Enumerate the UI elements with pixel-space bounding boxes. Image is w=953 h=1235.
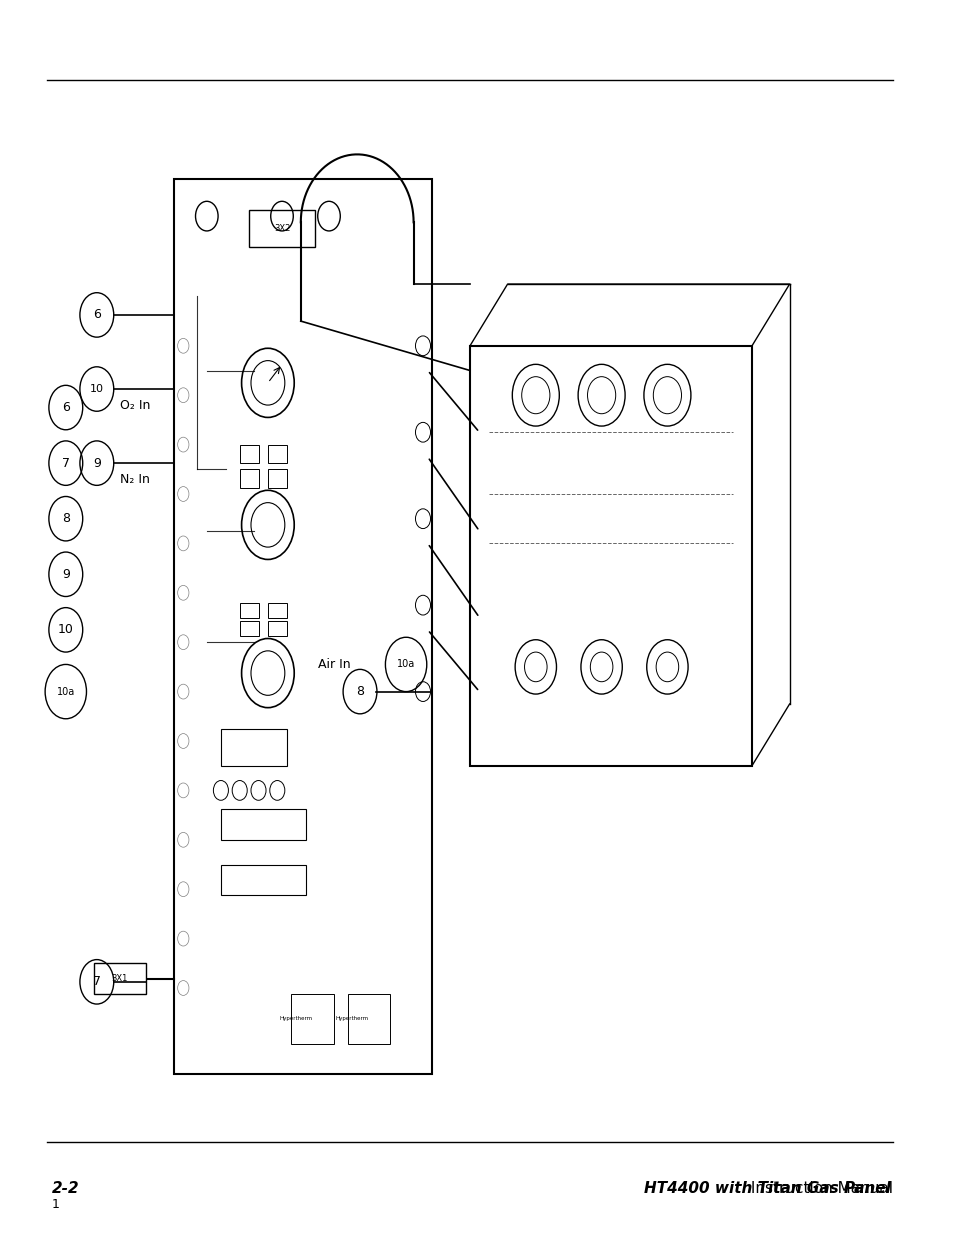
Text: Hypertherm: Hypertherm (335, 1016, 369, 1021)
Bar (221, 809, 305, 840)
Text: 8: 8 (62, 513, 70, 525)
Text: 1: 1 (51, 1198, 59, 1210)
Text: 10a: 10a (56, 687, 75, 697)
Text: 3X1: 3X1 (112, 974, 128, 983)
Bar (239, 445, 258, 463)
Text: 10: 10 (90, 384, 104, 394)
Text: 8: 8 (355, 685, 364, 698)
Bar (221, 729, 287, 766)
Text: 2-2: 2-2 (51, 1181, 79, 1195)
Text: O₂ In: O₂ In (120, 399, 151, 411)
Text: 6: 6 (92, 309, 101, 321)
Bar (94, 963, 146, 994)
Text: Instruction Manual: Instruction Manual (745, 1181, 892, 1195)
Text: 6: 6 (62, 401, 70, 414)
Text: 7: 7 (92, 976, 101, 988)
Bar (239, 603, 258, 618)
Text: N₂ In: N₂ In (120, 473, 150, 485)
Text: 7: 7 (62, 457, 70, 469)
Bar (268, 445, 287, 463)
Bar (268, 621, 287, 636)
Text: HT4400 with Titan Gas Panel: HT4400 with Titan Gas Panel (643, 1181, 890, 1195)
Text: Air In: Air In (317, 658, 350, 671)
Bar (268, 603, 287, 618)
Bar (221, 864, 305, 895)
Text: 10a: 10a (396, 659, 415, 669)
Bar (249, 210, 314, 247)
Text: 9: 9 (62, 568, 70, 580)
Text: 9: 9 (92, 457, 101, 469)
Text: Hypertherm: Hypertherm (279, 1016, 313, 1021)
Bar (239, 621, 258, 636)
Bar (268, 469, 287, 488)
Text: 10: 10 (58, 624, 73, 636)
Text: 3X2: 3X2 (274, 224, 290, 233)
Bar (470, 346, 751, 766)
Bar (239, 469, 258, 488)
Bar (291, 994, 334, 1044)
Bar (348, 994, 390, 1044)
